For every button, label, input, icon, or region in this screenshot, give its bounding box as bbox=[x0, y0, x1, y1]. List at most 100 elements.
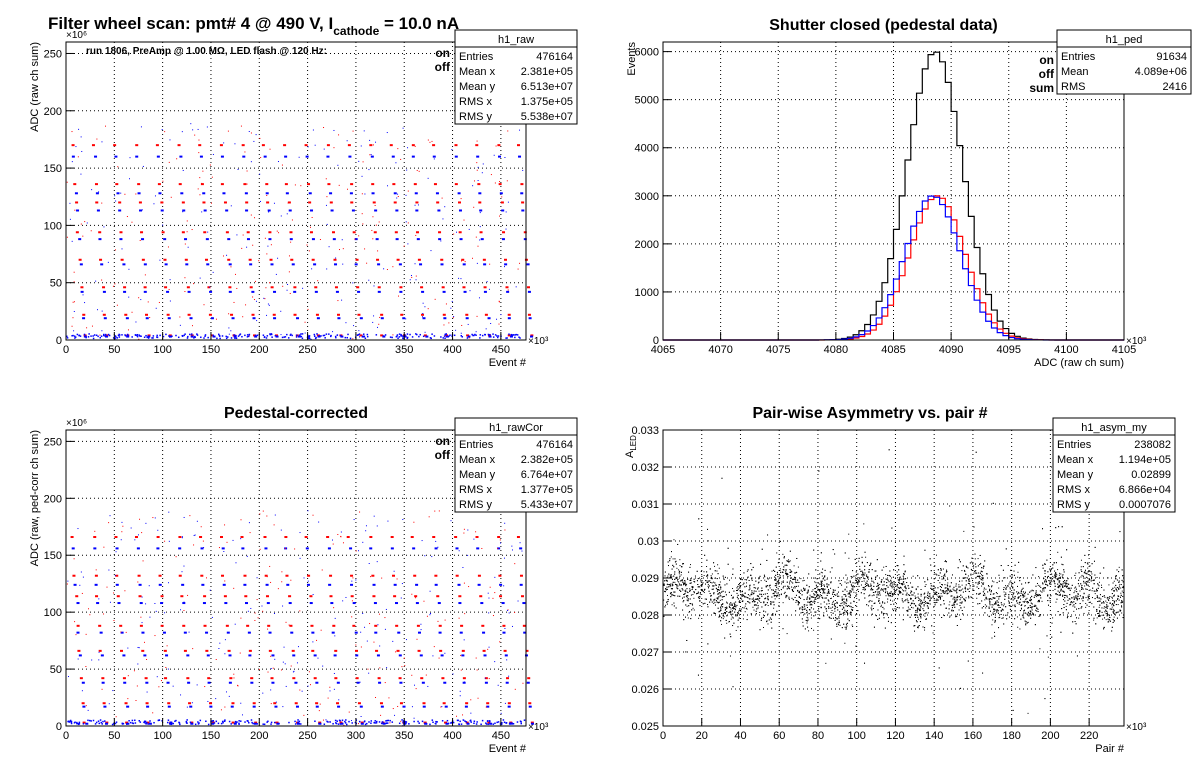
data-point-off bbox=[348, 720, 350, 723]
data-point bbox=[388, 697, 390, 699]
data-point bbox=[384, 682, 386, 684]
data-point-off bbox=[76, 602, 80, 605]
data-point-off bbox=[206, 654, 210, 657]
data-point-on bbox=[458, 595, 462, 598]
data-point-on bbox=[396, 258, 400, 261]
data-point bbox=[379, 667, 381, 669]
data-point-off bbox=[184, 238, 188, 241]
data-point-on bbox=[80, 286, 84, 289]
data-point-off bbox=[457, 719, 459, 722]
data-point bbox=[332, 543, 334, 545]
x-tick-label: 450 bbox=[492, 344, 510, 356]
data-point bbox=[819, 594, 821, 596]
data-point-on bbox=[507, 334, 511, 337]
data-point-off bbox=[310, 209, 314, 212]
data-point-off bbox=[273, 317, 277, 320]
data-point bbox=[443, 324, 445, 326]
data-point-off bbox=[115, 583, 119, 586]
data-point bbox=[348, 711, 350, 713]
data-point bbox=[109, 515, 111, 517]
data-point-off bbox=[136, 334, 138, 337]
data-point bbox=[875, 570, 877, 572]
data-point bbox=[676, 580, 678, 582]
data-point bbox=[338, 699, 340, 701]
data-point bbox=[270, 668, 272, 670]
data-point-off bbox=[327, 547, 331, 550]
data-point-on bbox=[352, 624, 356, 627]
data-point-off bbox=[406, 336, 409, 339]
data-point bbox=[435, 540, 437, 542]
data-point-off bbox=[389, 719, 391, 722]
data-point bbox=[735, 615, 737, 617]
data-point-on bbox=[81, 702, 85, 705]
data-point bbox=[994, 613, 996, 615]
data-point-on bbox=[528, 702, 532, 705]
data-point bbox=[242, 234, 244, 236]
data-point-off bbox=[497, 335, 500, 337]
data-point bbox=[813, 629, 815, 631]
data-point bbox=[1098, 615, 1100, 617]
data-point-off bbox=[415, 333, 417, 335]
data-point-off bbox=[256, 334, 259, 337]
data-point bbox=[226, 541, 228, 543]
data-point-off bbox=[421, 720, 424, 723]
data-point-off bbox=[244, 192, 248, 195]
data-point-off bbox=[190, 722, 194, 725]
data-point-off bbox=[246, 336, 249, 338]
data-point bbox=[958, 609, 960, 611]
data-point-off bbox=[391, 155, 395, 158]
data-point-off bbox=[147, 337, 150, 339]
data-point-off bbox=[160, 209, 164, 212]
data-point-off bbox=[335, 336, 337, 339]
data-point bbox=[331, 539, 333, 541]
data-point-off bbox=[417, 631, 421, 634]
data-point bbox=[287, 202, 289, 204]
data-point bbox=[85, 666, 87, 668]
data-point bbox=[767, 623, 769, 625]
data-point-off bbox=[209, 290, 213, 293]
data-point-on bbox=[357, 313, 361, 316]
data-point-off bbox=[523, 719, 526, 721]
data-point-off bbox=[88, 333, 90, 335]
data-point-off bbox=[334, 263, 338, 266]
data-point-off bbox=[187, 290, 191, 293]
data-point-off bbox=[488, 720, 491, 722]
data-point-on bbox=[436, 201, 440, 204]
data-point bbox=[228, 313, 230, 315]
data-point bbox=[79, 584, 81, 586]
data-point-off bbox=[162, 335, 165, 338]
data-point-off bbox=[66, 337, 69, 339]
data-point bbox=[73, 301, 75, 303]
data-point-on bbox=[273, 702, 277, 705]
data-point bbox=[105, 125, 107, 127]
data-point-off bbox=[111, 723, 114, 726]
data-point-on bbox=[483, 286, 487, 289]
data-point bbox=[488, 678, 490, 680]
data-point bbox=[288, 271, 290, 273]
data-point bbox=[108, 569, 110, 571]
x-tick-label: 4085 bbox=[881, 344, 905, 356]
data-point-off bbox=[335, 290, 339, 293]
data-point-off bbox=[471, 333, 473, 336]
data-point-off bbox=[203, 337, 205, 339]
data-point bbox=[909, 604, 911, 606]
data-point bbox=[507, 201, 509, 203]
data-point bbox=[293, 670, 295, 672]
data-point-off bbox=[512, 334, 515, 336]
data-point-off bbox=[242, 155, 246, 158]
data-point bbox=[127, 647, 129, 649]
data-point bbox=[264, 298, 266, 300]
data-point bbox=[463, 532, 465, 534]
data-point bbox=[415, 597, 417, 599]
data-point bbox=[240, 702, 242, 704]
data-point bbox=[984, 604, 986, 606]
data-point bbox=[167, 246, 169, 248]
data-point bbox=[101, 202, 103, 204]
data-point bbox=[909, 608, 911, 610]
axis-ticks bbox=[65, 440, 502, 727]
data-point-off bbox=[189, 317, 193, 320]
data-point bbox=[135, 699, 137, 701]
data-point-off bbox=[479, 337, 481, 339]
data-point-off bbox=[523, 631, 527, 634]
data-point-off bbox=[146, 721, 148, 724]
